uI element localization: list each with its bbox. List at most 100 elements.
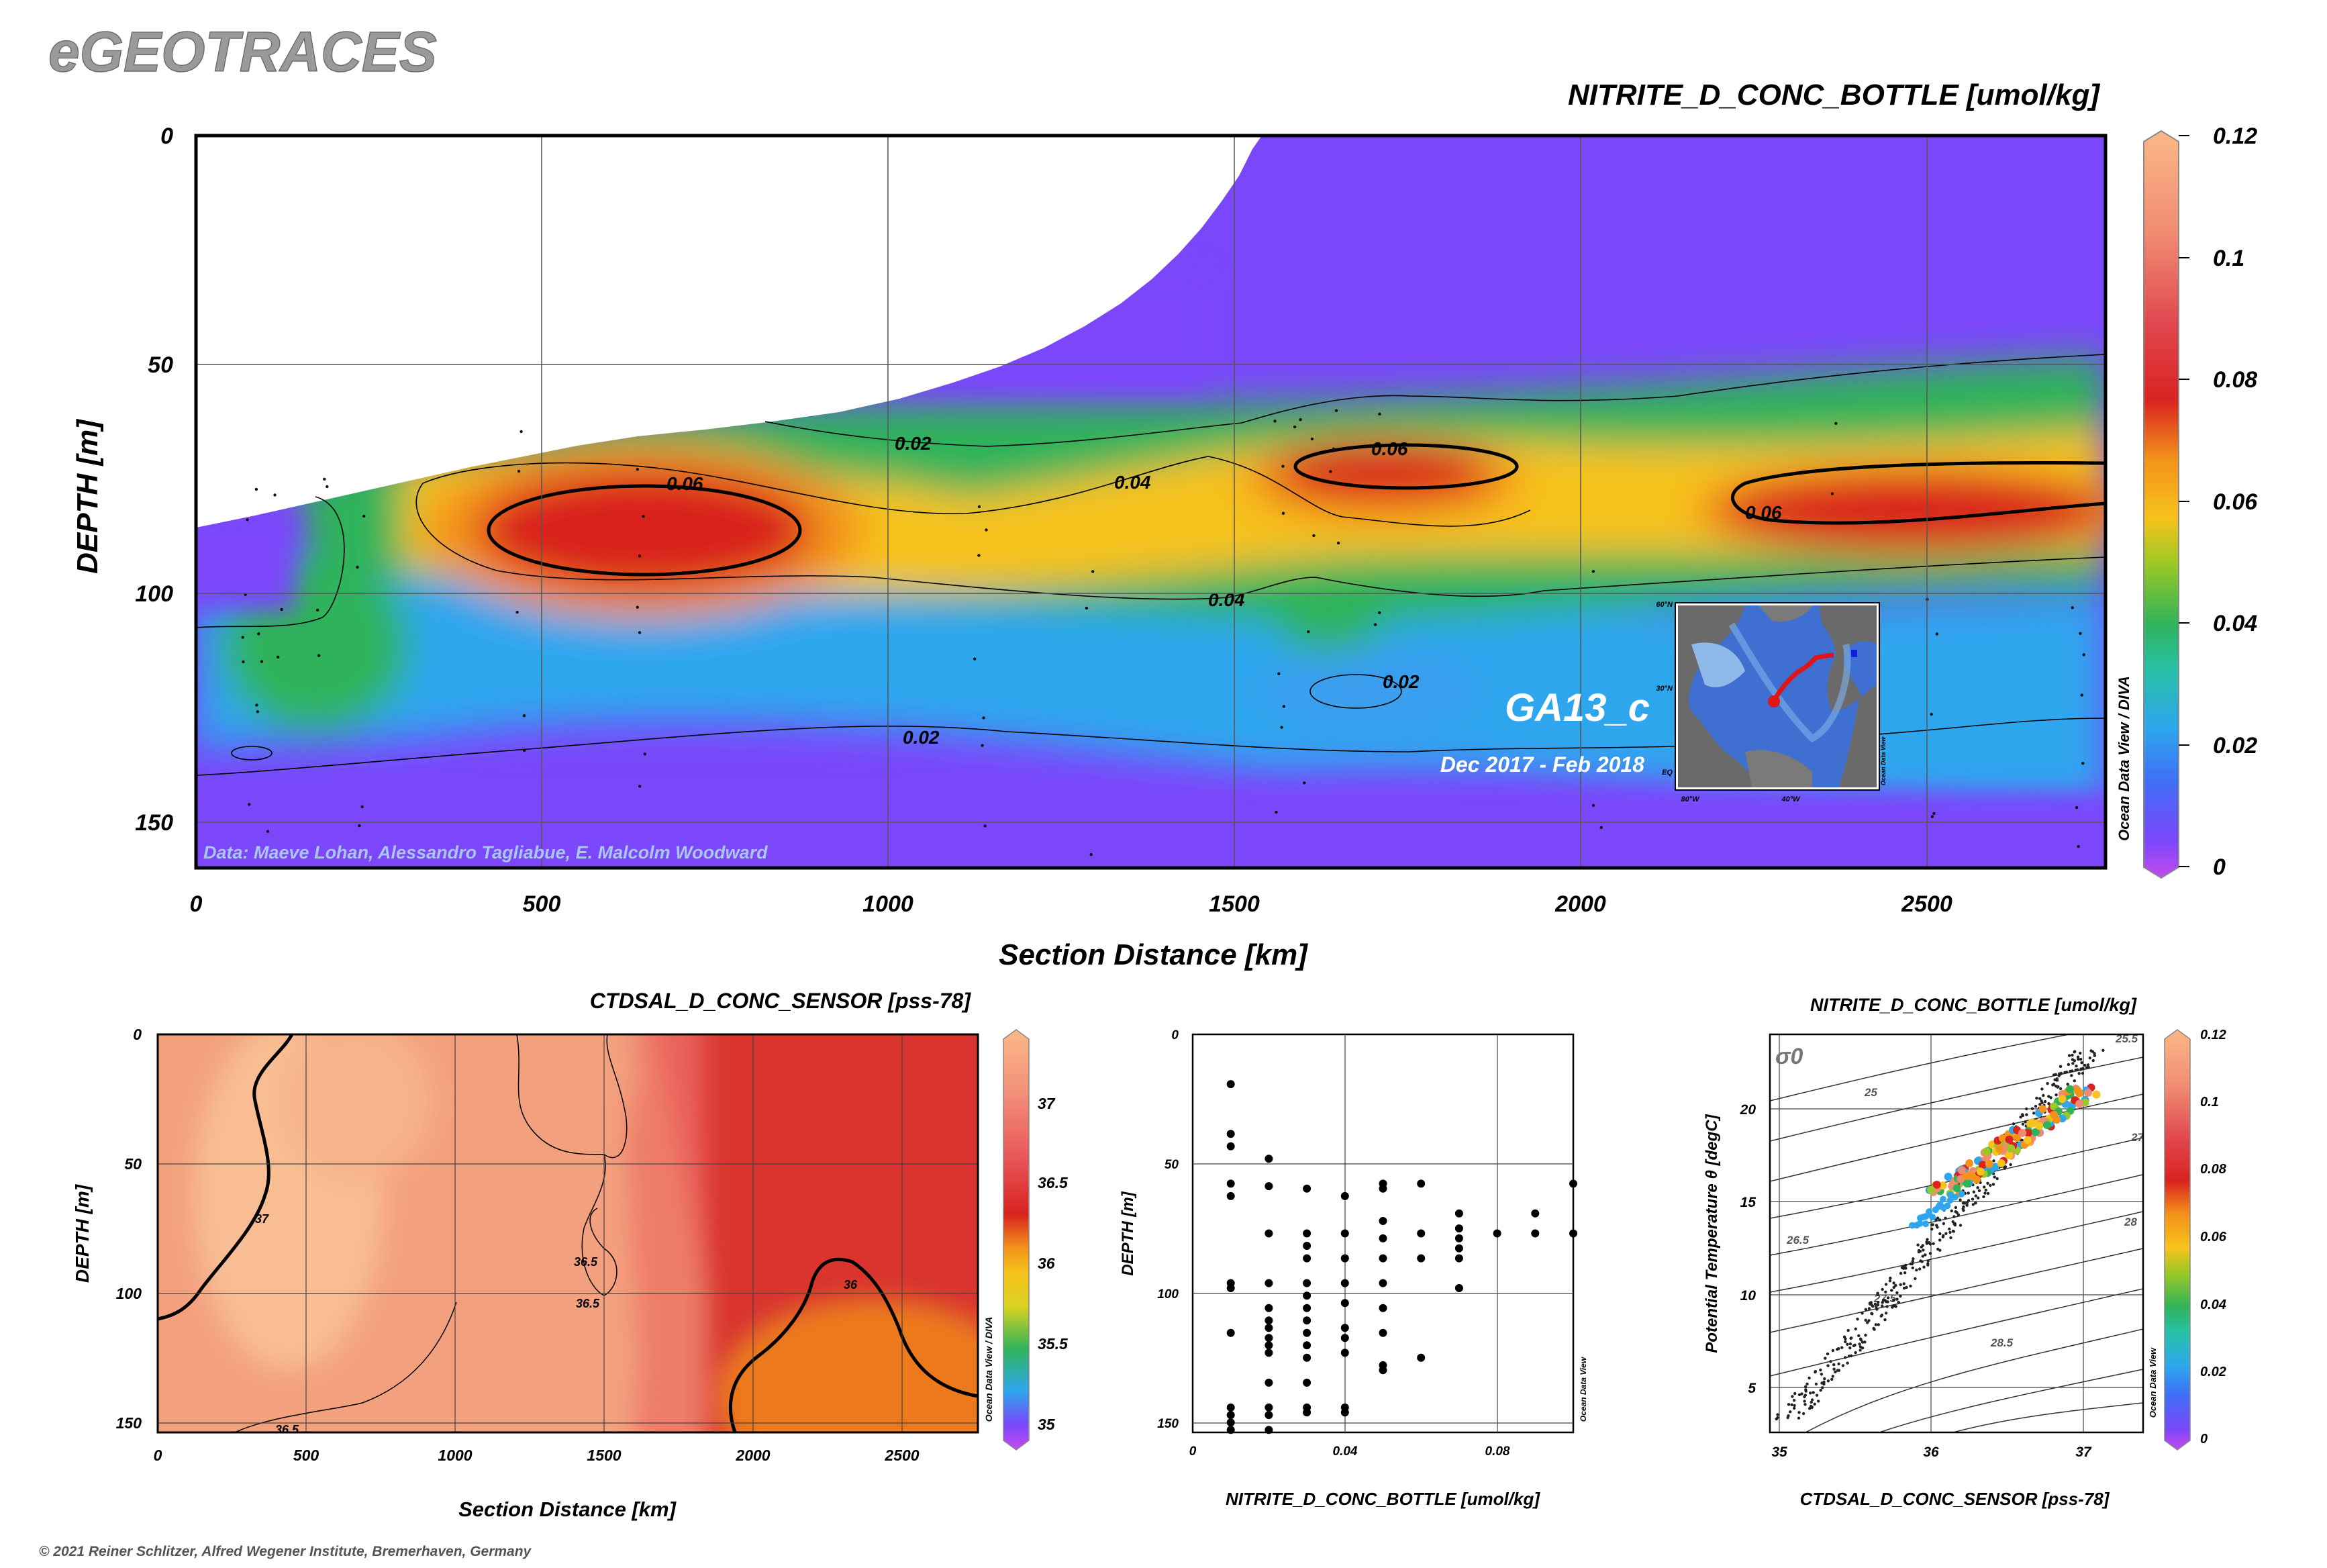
scatter-point [1493, 1229, 1501, 1238]
sample-dot [977, 554, 981, 557]
ts-point [2034, 1104, 2038, 1108]
ts-point [1846, 1328, 1850, 1332]
ts-point [1925, 1242, 1929, 1245]
ts-point [2042, 1093, 2045, 1097]
main-colorbar: 0.12 0.1 0.08 0.06 0.04 0.02 0 Ocean Dat… [2116, 124, 2258, 880]
scatter-point [1417, 1353, 1426, 1362]
ts-point [1902, 1267, 1905, 1270]
ts-point [1915, 1268, 1918, 1272]
inset-lat-label: 60°N [1656, 601, 1673, 609]
x-tick: 0 [190, 891, 203, 917]
ts-point [1859, 1345, 1863, 1349]
data-credit: Data: Maeve Lohan, Alessandro Tagliabue,… [203, 842, 768, 863]
sample-dot [277, 655, 280, 659]
ts-point [1944, 1202, 1951, 1210]
ts-point [1914, 1277, 1917, 1281]
sample-dot [2077, 844, 2080, 848]
sample-dot [273, 493, 277, 497]
scatter-point [1226, 1130, 1235, 1138]
ts-point [2054, 1093, 2058, 1097]
y-axis-label: DEPTH [m] [1119, 1191, 1137, 1275]
ts-point [2038, 1105, 2047, 1114]
x-axis-label: NITRITE_D_CONC_BOTTLE [umol/kg] [1226, 1489, 1540, 1509]
colorbar-tick: 0.1 [2200, 1095, 2219, 1110]
ts-point [1971, 1197, 1975, 1201]
ts-point [1899, 1294, 1902, 1298]
ts-point [1932, 1206, 1939, 1214]
ts-point [1938, 1232, 1942, 1236]
ts-point [1888, 1279, 1892, 1283]
ts-point [1936, 1226, 1939, 1229]
ts-point [1854, 1351, 1857, 1355]
ts-point [2077, 1057, 2080, 1061]
ts-point [1954, 1206, 1958, 1210]
ts-point [1965, 1201, 1969, 1204]
ts-point [1986, 1181, 1989, 1185]
ts-point [1844, 1340, 1847, 1344]
ts-point [1952, 1184, 1961, 1193]
ts-point [1874, 1323, 1878, 1326]
ts-point [1841, 1364, 1845, 1367]
sample-dot [326, 485, 329, 489]
ts-point [1918, 1250, 1922, 1253]
sample-dot [362, 514, 366, 518]
ts-point [1824, 1357, 1827, 1360]
ts-point [2019, 1116, 2022, 1119]
sample-dot [1834, 422, 1838, 425]
ts-point [1958, 1190, 1965, 1197]
ts-point [1924, 1253, 1927, 1257]
ts-point [1800, 1392, 1803, 1395]
scatter-point [1265, 1279, 1273, 1287]
sample-dot [360, 805, 364, 809]
ts-point [1893, 1304, 1897, 1308]
x-axis-label: Section Distance [km] [999, 938, 1308, 971]
ts-point [1877, 1300, 1880, 1304]
isopycnal-label: 28 [2124, 1216, 2137, 1228]
ts-point [2075, 1099, 2083, 1108]
ts-point [2059, 1073, 2062, 1076]
x-tick: 500 [523, 891, 561, 917]
ts-point [1871, 1304, 1875, 1308]
ts-point [2005, 1135, 2014, 1144]
ts-point [1877, 1323, 1880, 1326]
ts-point [1967, 1199, 1971, 1202]
ts-point [1911, 1260, 1914, 1263]
ts-point [1879, 1314, 1883, 1318]
ts-point [2024, 1128, 2032, 1137]
sample-dot [266, 830, 270, 833]
sample-dot [636, 468, 639, 471]
ts-point [1837, 1362, 1840, 1366]
ts-point [1847, 1355, 1851, 1358]
ts-diagram: NITRITE_D_CONC_BOTTLE [umol/kg] [1703, 995, 2227, 1509]
ts-point [1808, 1376, 1811, 1380]
ts-point [1797, 1411, 1801, 1414]
ts-point [1813, 1402, 1816, 1406]
ts-point [1934, 1218, 1938, 1222]
ts-point [1814, 1382, 1818, 1386]
sample-dot [1591, 803, 1595, 807]
ts-point [1978, 1161, 1987, 1169]
x-tick: 0 [154, 1447, 162, 1464]
ts-point [1912, 1257, 1915, 1261]
ts-point [1944, 1232, 1948, 1236]
ts-point [1817, 1400, 1820, 1403]
sigma-label: σ0 [1775, 1044, 1803, 1069]
ts-point [2047, 1095, 2050, 1098]
ts-point [2013, 1134, 2021, 1142]
ts-point [1892, 1281, 1895, 1285]
ts-point [1853, 1343, 1856, 1347]
salinity-title: CTDSAL_D_CONC_SENSOR [pss-78] [590, 989, 972, 1013]
ts-point [1977, 1196, 1980, 1199]
ts-point [1831, 1349, 1835, 1353]
ts-point [1820, 1386, 1824, 1389]
ts-point [1819, 1368, 1822, 1372]
ts-point [1815, 1393, 1819, 1397]
ts-point [2056, 1085, 2059, 1089]
sample-dot [323, 477, 326, 481]
ts-point [1941, 1235, 1945, 1238]
ts-point [1803, 1403, 1807, 1406]
ts-point [2075, 1089, 2084, 1097]
sample-dot [638, 554, 642, 558]
ts-point [1863, 1340, 1867, 1344]
scatter-point [1303, 1254, 1311, 1263]
